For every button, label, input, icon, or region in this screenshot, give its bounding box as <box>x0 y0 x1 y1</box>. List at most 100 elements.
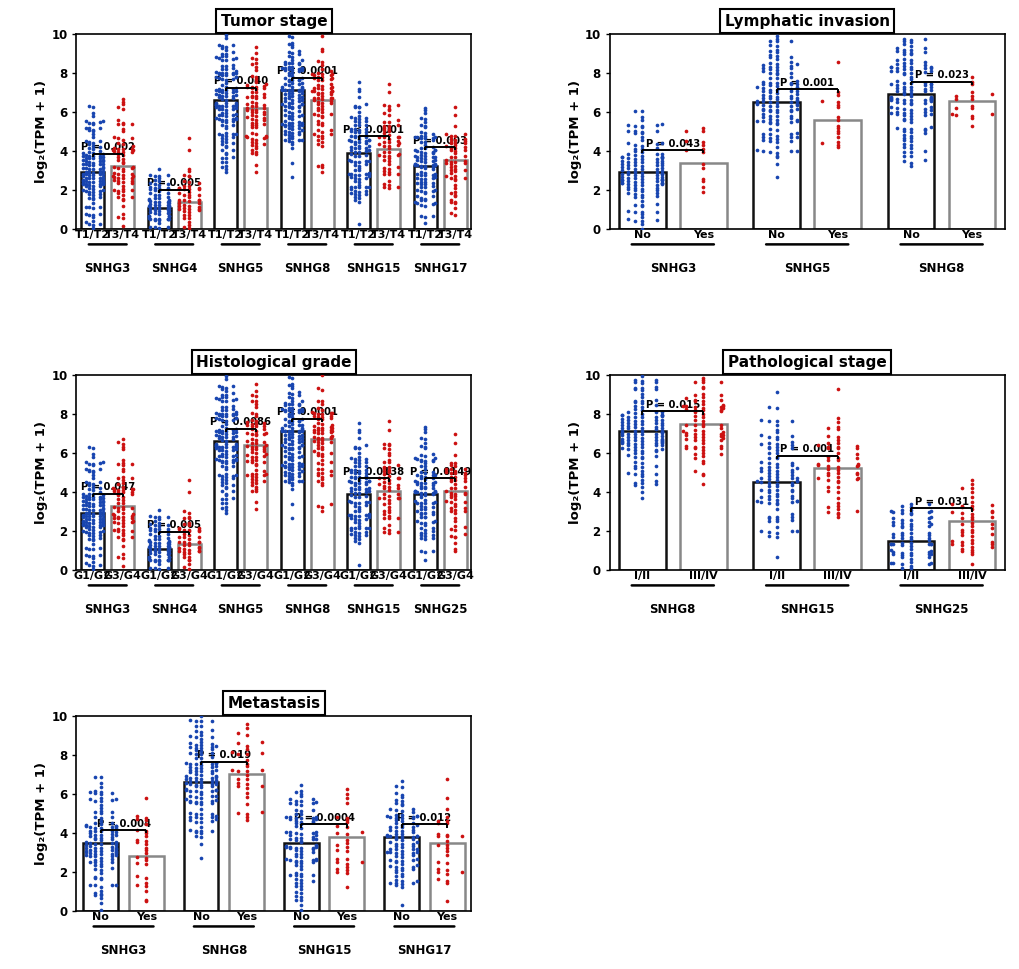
Point <box>280 82 297 98</box>
Point <box>417 191 433 206</box>
Point <box>292 902 309 918</box>
Point <box>694 184 710 200</box>
Point <box>85 150 101 166</box>
Point <box>686 426 702 442</box>
Point <box>342 474 359 489</box>
Point <box>390 146 407 162</box>
Point <box>292 872 309 888</box>
Point <box>181 472 198 487</box>
Point <box>417 531 433 547</box>
Point <box>214 387 230 402</box>
Point <box>417 422 433 437</box>
Point <box>894 498 910 514</box>
Point <box>227 410 244 425</box>
Point <box>95 175 111 191</box>
Point <box>87 815 103 830</box>
Point <box>214 127 230 142</box>
Point <box>648 474 664 489</box>
Point <box>77 454 94 470</box>
Point <box>93 832 109 848</box>
Point <box>147 194 163 209</box>
Point <box>768 44 785 59</box>
Point <box>151 547 167 563</box>
Point <box>187 723 204 738</box>
Point <box>290 465 307 481</box>
Point <box>413 198 429 213</box>
Point <box>308 852 324 867</box>
Point <box>653 175 669 191</box>
Point <box>182 783 199 798</box>
Point <box>627 413 643 428</box>
Point <box>217 102 233 117</box>
Point <box>123 511 140 526</box>
Point <box>424 453 440 469</box>
Point <box>417 501 433 516</box>
Point <box>768 492 785 508</box>
Point <box>902 505 918 520</box>
Point <box>283 88 300 104</box>
Point <box>314 499 330 515</box>
Point <box>340 508 357 523</box>
Point <box>342 146 359 162</box>
Point <box>124 142 141 158</box>
Point <box>314 439 330 454</box>
Bar <box>887 541 933 570</box>
Point <box>627 151 643 167</box>
Point <box>788 94 804 109</box>
Point <box>181 556 198 572</box>
Point <box>442 141 459 156</box>
Point <box>191 540 207 555</box>
Point <box>413 507 429 522</box>
Point <box>292 868 309 884</box>
Point <box>413 164 429 179</box>
Point <box>761 66 777 81</box>
Point <box>393 817 410 832</box>
Point <box>208 772 224 788</box>
Point <box>768 131 785 146</box>
Point <box>346 173 363 189</box>
Point <box>748 474 764 489</box>
Point <box>85 201 101 216</box>
Point <box>329 826 345 841</box>
Point <box>375 467 391 483</box>
Point <box>210 65 226 80</box>
Point <box>634 476 650 491</box>
Point <box>407 473 423 488</box>
Point <box>114 440 130 455</box>
Point <box>446 200 463 215</box>
Point <box>256 89 272 105</box>
Point <box>293 96 310 111</box>
Point <box>314 134 330 149</box>
Point <box>902 124 918 140</box>
Point <box>224 98 240 113</box>
Point <box>882 90 899 106</box>
Point <box>894 518 910 534</box>
Point <box>93 827 109 842</box>
Point <box>277 113 293 129</box>
Point <box>314 81 330 97</box>
Point <box>151 518 167 534</box>
Point <box>405 831 421 847</box>
Point <box>768 50 785 66</box>
Point <box>417 184 433 200</box>
Point <box>187 796 204 811</box>
Point <box>678 123 694 139</box>
Point <box>895 31 911 47</box>
Point <box>292 783 309 798</box>
Point <box>963 536 979 551</box>
Point <box>182 735 199 751</box>
Point <box>151 521 167 537</box>
Point <box>160 219 176 234</box>
Point <box>151 515 167 530</box>
Point <box>214 382 230 397</box>
Point <box>819 439 836 454</box>
Point <box>694 161 710 176</box>
Point <box>281 812 298 828</box>
Point <box>712 447 729 462</box>
Point <box>81 518 97 534</box>
Point <box>424 468 440 484</box>
Point <box>768 502 785 517</box>
Point <box>82 846 98 861</box>
Point <box>277 70 293 85</box>
Point <box>256 415 272 430</box>
